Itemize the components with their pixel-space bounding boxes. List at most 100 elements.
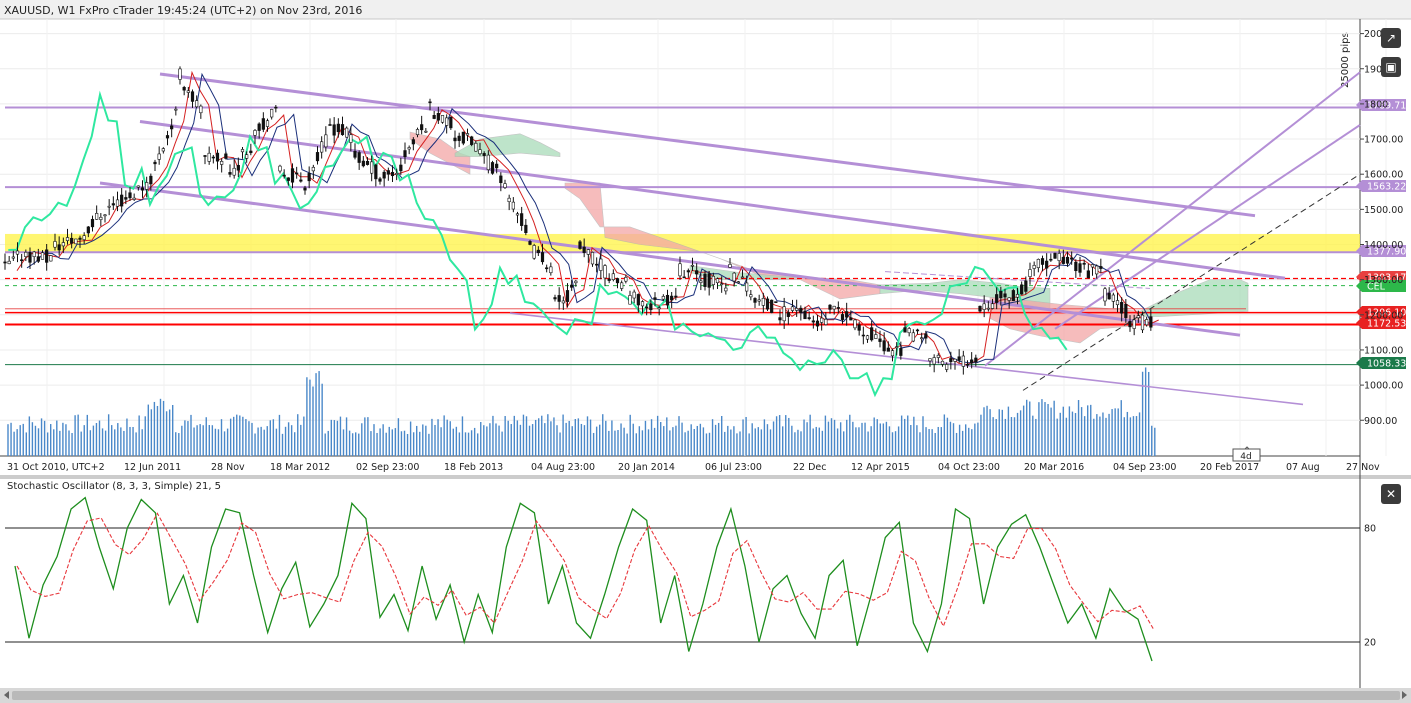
bear-candle (995, 294, 999, 303)
bull-candle (1132, 319, 1136, 329)
stoch-level-label: 20 (1364, 638, 1376, 649)
bear-candle (1061, 256, 1065, 264)
bear-candle (974, 357, 978, 363)
bull-candle (40, 252, 45, 260)
bear-candle (211, 156, 215, 159)
bear-candle (1082, 262, 1086, 265)
bear-candle (490, 162, 495, 174)
bull-candle (824, 318, 828, 325)
bull-candle (107, 205, 111, 208)
detach-button[interactable]: ↗ (1381, 28, 1401, 48)
bear-candle (811, 320, 815, 323)
bear-candle (140, 187, 145, 191)
bull-candle (832, 305, 836, 310)
bull-candle (178, 68, 182, 80)
trend-line (139, 119, 1286, 280)
bear-candle (457, 135, 461, 141)
bear-candle (153, 161, 157, 165)
x-tick-label: 20 Feb 2017 (1200, 462, 1259, 473)
bear-candle (203, 155, 207, 157)
bull-candle (32, 251, 36, 257)
bull-candle (65, 237, 70, 241)
bear-candle (978, 305, 982, 312)
bull-candle (953, 358, 957, 362)
bull-candle (945, 364, 949, 370)
screenshot-button[interactable]: ▣ (1381, 57, 1401, 77)
bull-candle (532, 245, 536, 259)
price-tag-label: 1789.71 (1367, 101, 1406, 112)
bull-candle (207, 152, 211, 162)
x-tick-label: 18 Mar 2012 (270, 462, 330, 473)
bull-candle (515, 213, 520, 216)
bear-candle (495, 163, 499, 169)
bull-candle (311, 166, 315, 172)
bull-candle (49, 255, 53, 262)
x-tick-label: 12 Apr 2015 (851, 462, 910, 473)
close-indicator-button[interactable]: ✕ (1381, 484, 1401, 504)
pips-label: 25000 pips (1340, 32, 1351, 88)
bull-candle (1015, 294, 1020, 298)
stoch-k-line (14, 496, 1153, 662)
bull-candle (657, 307, 661, 310)
x-tick-label: 27 Nov (1346, 462, 1380, 473)
bull-candle (11, 256, 15, 259)
bear-candle (461, 131, 465, 144)
y-tick-label: 1900 (1364, 64, 1388, 75)
bear-candle (915, 329, 920, 332)
bull-candle (586, 249, 590, 255)
bear-candle (499, 175, 503, 184)
bull-candle (199, 105, 203, 114)
bear-candle (553, 297, 557, 300)
bear-candle (615, 278, 620, 284)
bear-candle (903, 327, 907, 333)
bear-candle (286, 177, 290, 181)
x-tick-label: 02 Sep 23:00 (356, 462, 419, 473)
bear-candle (570, 284, 574, 288)
bar-timer: 4d (1232, 446, 1261, 462)
scrollbar-thumb[interactable] (12, 691, 1400, 700)
bull-candle (161, 148, 165, 152)
bear-candle (636, 294, 640, 306)
trend-line (884, 271, 1151, 289)
y-tick-label: 1300.00 (1364, 275, 1403, 286)
bull-candle (890, 350, 895, 357)
bear-candle (90, 218, 95, 228)
bear-candle (774, 301, 778, 303)
bear-candle (645, 306, 649, 309)
trend-line (1022, 173, 1361, 391)
bull-candle (270, 109, 274, 118)
bull-candle (911, 332, 915, 342)
bear-candle (170, 125, 174, 130)
bear-candle (857, 324, 861, 331)
y-tick-label: 1500.00 (1364, 205, 1403, 216)
bear-candle (949, 358, 953, 363)
trend-line (159, 72, 1256, 218)
volume-bars (7, 367, 1156, 456)
bull-candle (324, 134, 328, 148)
bear-candle (1040, 258, 1045, 265)
bull-candle (145, 182, 149, 190)
bear-candle (374, 164, 378, 180)
price-tag-label: 1377.90 (1367, 247, 1406, 258)
bull-candle (936, 354, 940, 358)
bear-candle (557, 295, 561, 302)
y-tick-label: 1200.00 (1364, 310, 1403, 321)
price-tag-label: 1172.53 (1367, 319, 1406, 330)
bull-candle (874, 334, 878, 339)
scroll-left-icon[interactable] (4, 691, 9, 699)
bull-candle (961, 355, 965, 367)
bear-candle (1099, 266, 1103, 269)
bear-candle (111, 203, 115, 206)
bull-candle (115, 199, 120, 207)
price-tag (1356, 280, 1406, 292)
external-link-icon: ↗ (1385, 31, 1397, 45)
bull-candle (632, 291, 636, 299)
bull-candle (15, 250, 20, 255)
x-tick-label: 06 Jul 23:00 (705, 462, 762, 473)
bull-candle (253, 130, 257, 136)
bull-candle (1145, 319, 1149, 326)
bear-candle (707, 273, 711, 288)
bull-candle (407, 147, 411, 150)
scroll-right-icon[interactable] (1402, 691, 1407, 699)
